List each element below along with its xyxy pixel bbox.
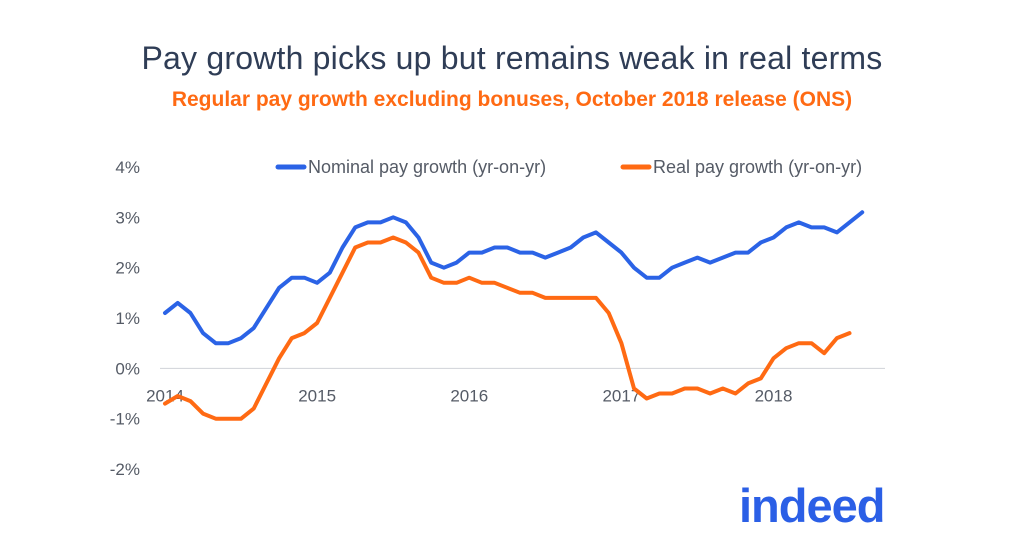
indeed-logo: indeed (739, 479, 885, 532)
x-tick-label: 2015 (298, 386, 336, 405)
x-tick-label: 2016 (450, 386, 488, 405)
chart-title: Pay growth picks up but remains weak in … (141, 40, 883, 76)
series-lines (163, 210, 865, 421)
x-tick-label: 2018 (755, 386, 793, 405)
y-tick-label: -1% (110, 410, 140, 429)
series-line-nominal (163, 210, 865, 346)
legend-label: Real pay growth (yr-on-yr) (653, 157, 862, 177)
y-tick-label: 3% (115, 208, 140, 227)
x-tick-label: 2017 (602, 386, 640, 405)
y-axis-ticks: -2% -1% 0% 1% 2% 3% 4% (110, 158, 140, 479)
legend: Nominal pay growth (yr-on-yr) Real pay gr… (275, 157, 862, 177)
y-tick-label: 2% (115, 259, 140, 278)
x-axis-ticks: 2014 2015 2016 2017 2018 (146, 386, 792, 405)
series-line-real (163, 235, 852, 421)
y-tick-label: 4% (115, 158, 140, 177)
y-tick-label: 0% (115, 359, 140, 378)
legend-label: Nominal pay growth (yr-on-yr) (308, 157, 546, 177)
y-tick-label: -2% (110, 460, 140, 479)
chart-subtitle: Regular pay growth excluding bonuses, Oc… (171, 88, 853, 111)
x-tick-label: 2014 (146, 386, 184, 405)
y-tick-label: 1% (115, 309, 140, 328)
